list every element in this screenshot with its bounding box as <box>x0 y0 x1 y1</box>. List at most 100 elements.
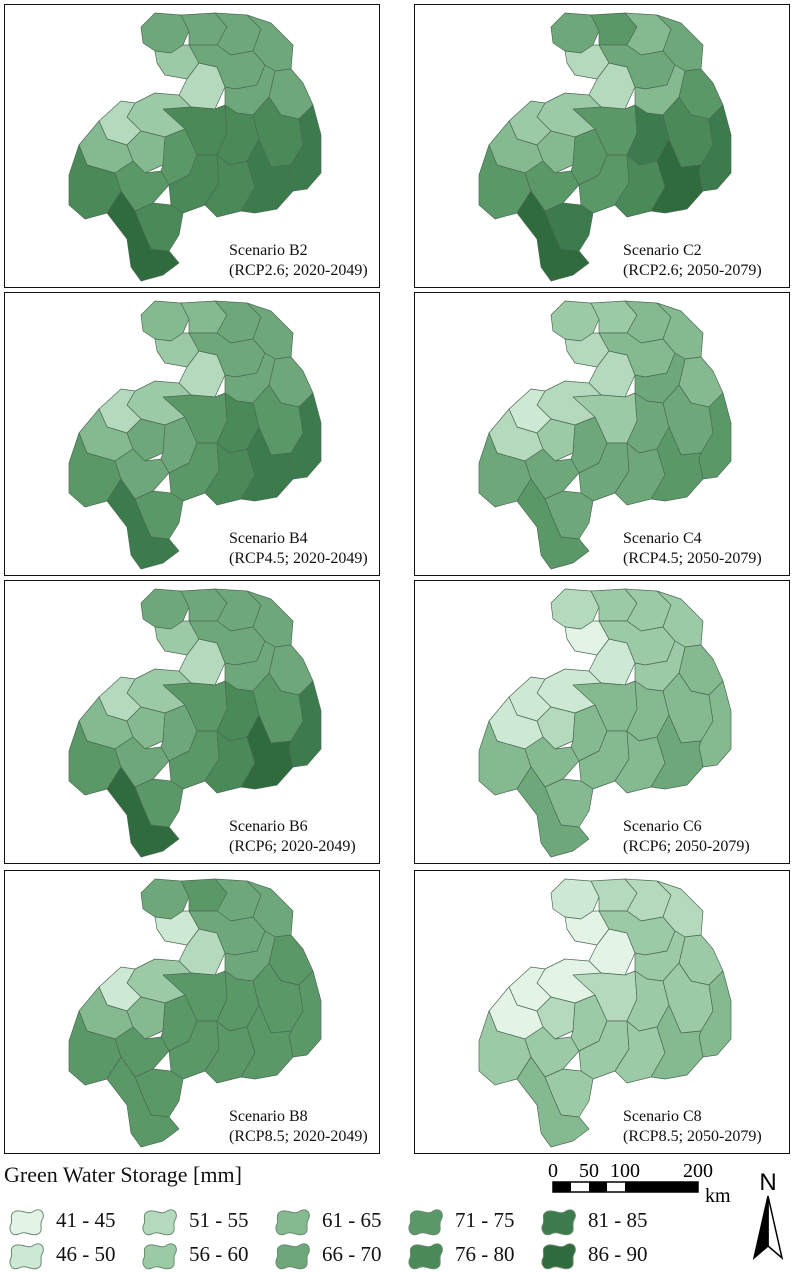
legend-item: 56 - 60 <box>141 1240 249 1272</box>
map-panel: Scenario B2 (RCP2.6; 2020-2049) <box>4 4 380 288</box>
scale-label-50: 50 <box>579 1160 599 1182</box>
basin-map <box>478 12 732 282</box>
sub-basin-region <box>240 714 294 790</box>
scenario-caption: Scenario B6 (RCP6; 2020-2049) <box>229 817 356 857</box>
sub-basin-region <box>288 970 322 1058</box>
scale-label-200: 200 <box>683 1160 713 1182</box>
legend-swatch-icon <box>142 1209 177 1236</box>
scenario-name: Scenario C6 <box>623 818 702 835</box>
legend-label: 41 - 45 <box>56 1207 116 1232</box>
sub-basin-region <box>240 1004 294 1080</box>
scale-bar: 0 50 100 200 km <box>548 1160 731 1207</box>
scenario-caption: Scenario C4 (RCP4.5; 2050-2079) <box>623 529 762 569</box>
scenario-period: (RCP4.5; 2050-2079) <box>623 550 762 567</box>
legend-label: 81 - 85 <box>588 1207 648 1232</box>
legend-label: 66 - 70 <box>322 1241 382 1266</box>
basin-map <box>68 300 322 570</box>
map-panel: Scenario C6 (RCP6; 2050-2079) <box>414 580 790 864</box>
sub-basin-region <box>650 1004 704 1080</box>
scenario-period: (RCP6; 2020-2049) <box>229 838 356 855</box>
map-panel: Scenario B4 (RCP4.5; 2020-2049) <box>4 292 380 576</box>
basin-map <box>478 300 732 570</box>
legend-swatch-icon <box>541 1209 576 1236</box>
legend-swatch-icon <box>9 1243 44 1270</box>
scale-unit: km <box>705 1185 731 1207</box>
legend-label: 76 - 80 <box>455 1241 515 1266</box>
scenario-period: (RCP2.6; 2050-2079) <box>623 262 762 279</box>
basin-map <box>68 12 322 282</box>
legend-swatch-icon <box>275 1243 310 1270</box>
scenario-name: Scenario C2 <box>623 242 702 259</box>
sub-basin-region <box>516 478 590 570</box>
legend-swatch-icon <box>408 1243 443 1270</box>
sub-basin-region <box>288 104 322 192</box>
scenario-name: Scenario B6 <box>229 818 308 835</box>
sub-basin-region <box>516 766 590 858</box>
scenario-name: Scenario B4 <box>229 530 308 547</box>
legend-item: 51 - 55 <box>141 1206 249 1238</box>
legend-swatch-icon <box>408 1209 443 1236</box>
sub-basin-region <box>516 1056 590 1148</box>
scenario-name: Scenario B2 <box>229 242 308 259</box>
legend-swatch-icon <box>275 1209 310 1236</box>
sub-basin-region <box>288 680 322 768</box>
sub-basin-region <box>516 190 590 282</box>
scenario-period: (RCP4.5; 2020-2049) <box>229 550 368 567</box>
scenario-caption: Scenario C8 (RCP8.5; 2050-2079) <box>623 1107 762 1147</box>
north-label: N <box>759 1169 776 1196</box>
legend-label: 61 - 65 <box>322 1207 382 1232</box>
legend-swatch-icon <box>541 1243 576 1270</box>
legend-item: 46 - 50 <box>8 1240 116 1272</box>
scale-label-0: 0 <box>548 1160 558 1182</box>
sub-basin-region <box>650 426 704 502</box>
scenario-caption: Scenario B4 (RCP4.5; 2020-2049) <box>229 529 368 569</box>
scenario-name: Scenario B8 <box>229 1108 308 1125</box>
map-panel: Scenario B6 (RCP6; 2020-2049) <box>4 580 380 864</box>
sub-basin-region <box>288 392 322 480</box>
legend-label: 51 - 55 <box>189 1207 249 1232</box>
scenario-period: (RCP8.5; 2020-2049) <box>229 1128 368 1145</box>
scenario-name: Scenario C8 <box>623 1108 702 1125</box>
legend-label: 46 - 50 <box>56 1241 116 1266</box>
sub-basin-region <box>698 104 732 192</box>
legend-item: 81 - 85 <box>540 1206 648 1238</box>
basin-map <box>68 588 322 858</box>
legend-item: 61 - 65 <box>274 1206 382 1238</box>
basin-map <box>68 878 322 1148</box>
north-arrow-icon: N <box>752 1169 784 1260</box>
legend-item: 41 - 45 <box>8 1206 116 1238</box>
legend-item: 71 - 75 <box>407 1206 515 1238</box>
scenario-caption: Scenario B2 (RCP2.6; 2020-2049) <box>229 241 368 281</box>
sub-basin-region <box>106 478 180 570</box>
map-panel: Scenario C2 (RCP2.6; 2050-2079) <box>414 4 790 288</box>
scenario-caption: Scenario C2 (RCP2.6; 2050-2079) <box>623 241 762 281</box>
sub-basin-region <box>698 970 732 1058</box>
scale-label-100: 100 <box>610 1160 640 1182</box>
scenario-caption: Scenario B8 (RCP8.5; 2020-2049) <box>229 1107 368 1147</box>
legend-label: 71 - 75 <box>455 1207 515 1232</box>
sub-basin-region <box>240 138 294 214</box>
sub-basin-region <box>650 138 704 214</box>
map-panel: Scenario C4 (RCP4.5; 2050-2079) <box>414 292 790 576</box>
sub-basin-region <box>106 190 180 282</box>
legend-label: 56 - 60 <box>189 1241 249 1266</box>
legend-item: 66 - 70 <box>274 1240 382 1272</box>
sub-basin-region <box>650 714 704 790</box>
sub-basin-region <box>106 766 180 858</box>
legend-title: Green Water Storage [mm] <box>4 1162 242 1187</box>
scenario-name: Scenario C4 <box>623 530 702 547</box>
scale-bar-segments <box>552 1181 699 1193</box>
legend-swatch-icon <box>9 1209 44 1236</box>
basin-map <box>478 588 732 858</box>
basin-map <box>478 878 732 1148</box>
scenario-period: (RCP2.6; 2020-2049) <box>229 262 368 279</box>
scenario-caption: Scenario C6 (RCP6; 2050-2079) <box>623 817 750 857</box>
map-panel: Scenario C8 (RCP8.5; 2050-2079) <box>414 870 790 1154</box>
legend-item: 86 - 90 <box>540 1240 648 1272</box>
legend-swatch-icon <box>142 1243 177 1270</box>
sub-basin-region <box>106 1056 180 1148</box>
sub-basin-region <box>240 426 294 502</box>
sub-basin-region <box>698 392 732 480</box>
legend-item: 76 - 80 <box>407 1240 515 1272</box>
legend-label: 86 - 90 <box>588 1241 648 1266</box>
